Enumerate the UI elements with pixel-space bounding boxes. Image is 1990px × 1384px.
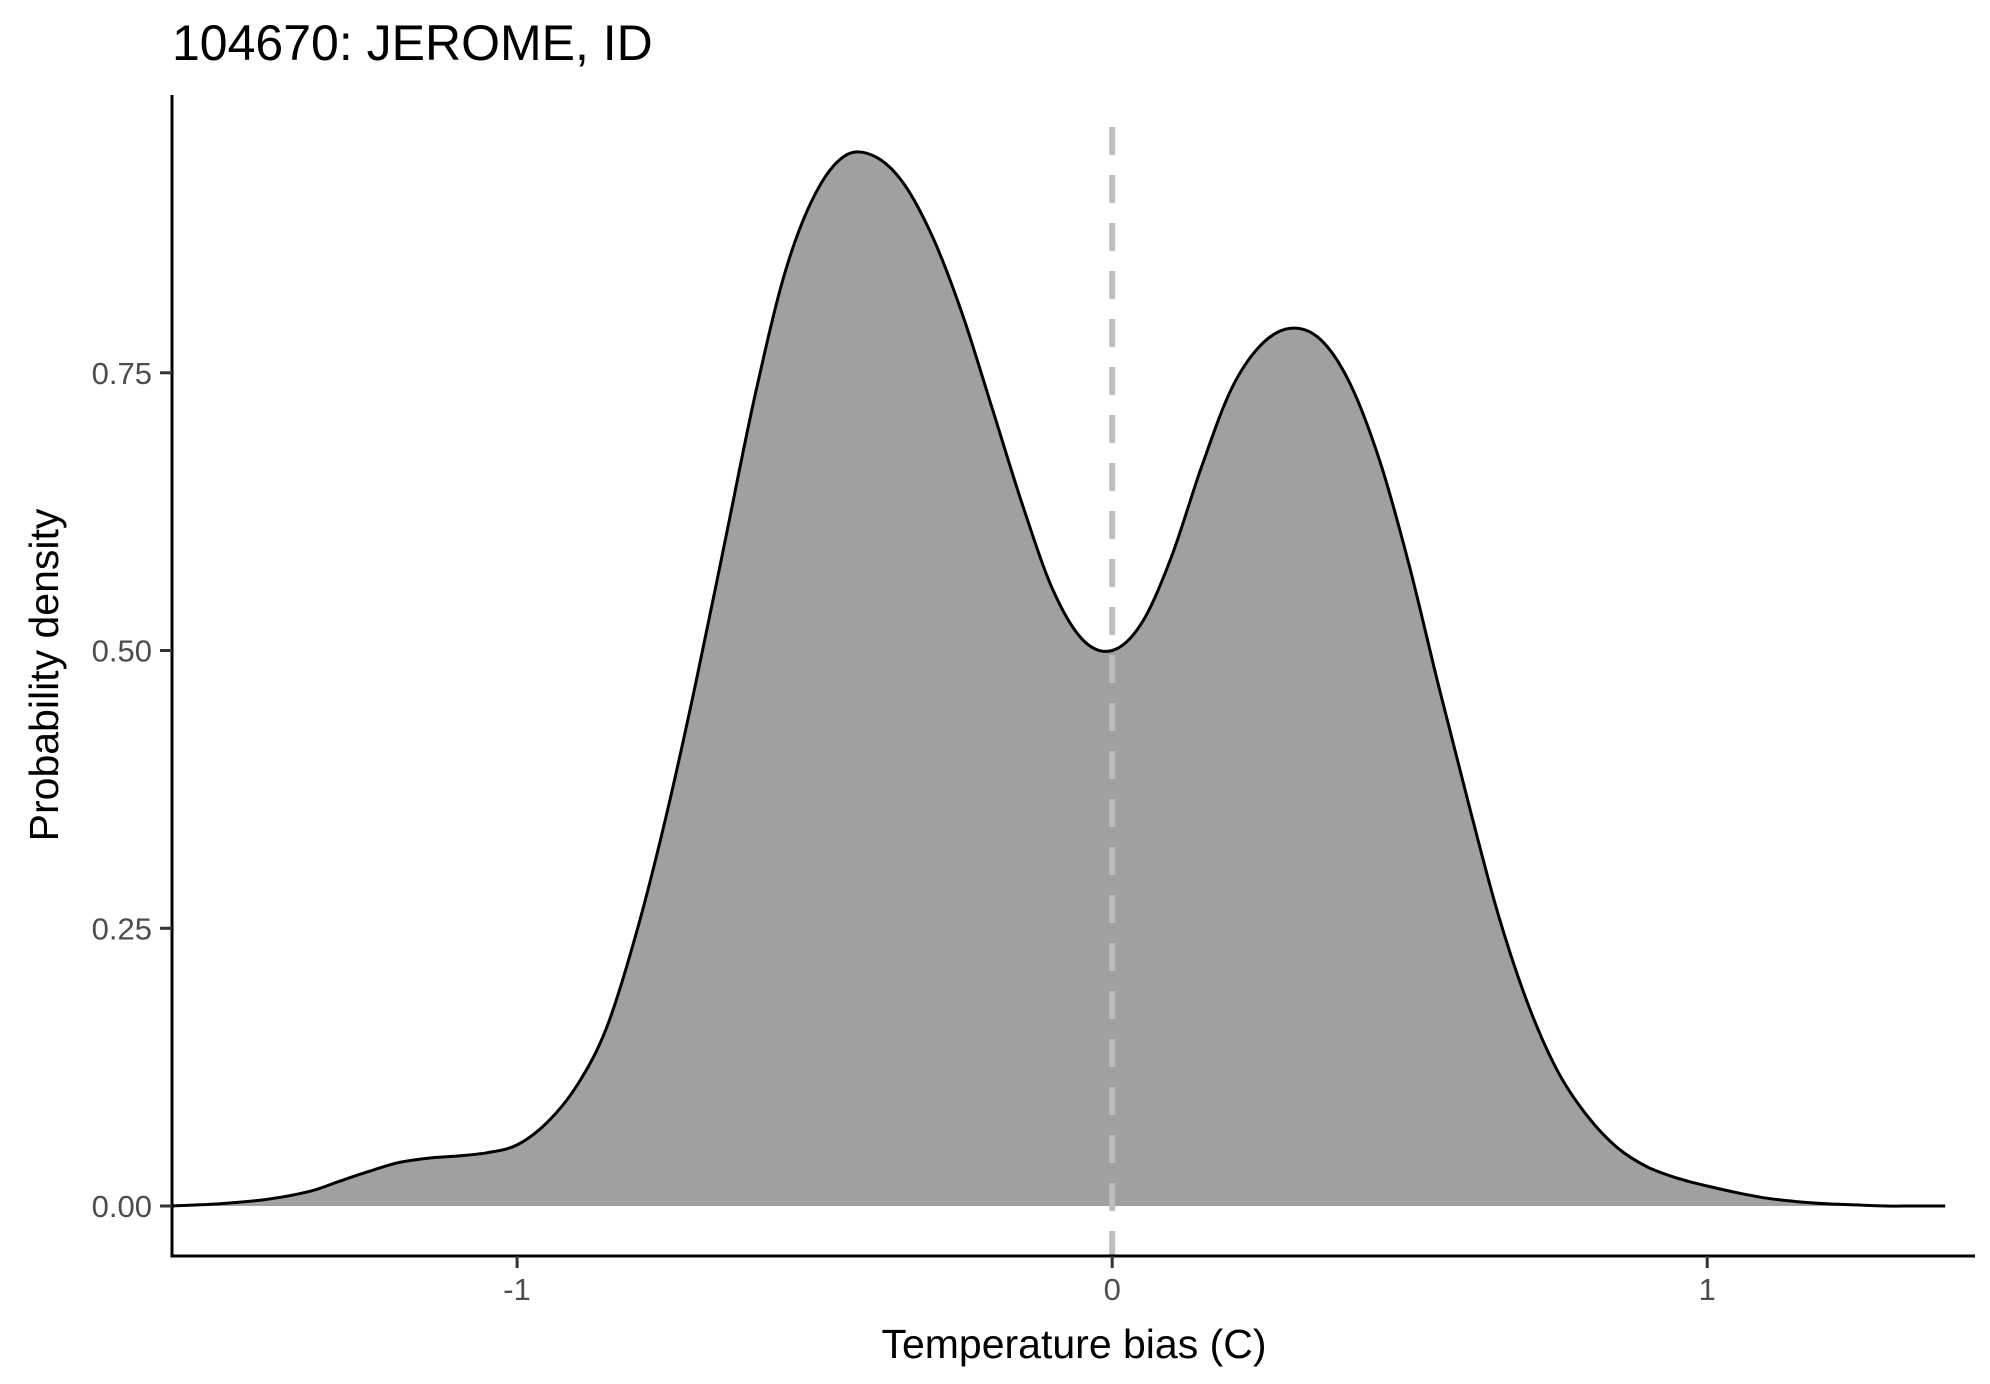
y-tick-label: 0.75: [92, 356, 152, 391]
x-tick-label: 0: [1104, 1272, 1121, 1307]
y-tick-label: 0.00: [92, 1189, 152, 1224]
axes-layer: [170, 95, 1975, 1258]
ticks-layer: -1 0 1 0.00 0.25 0.50 0.75: [92, 356, 1716, 1307]
x-tick-label: 1: [1699, 1272, 1716, 1307]
y-tick-label: 0.50: [92, 634, 152, 669]
y-tick-label: 0.25: [92, 911, 152, 946]
density-area: [172, 151, 1946, 1207]
density-curve: [171, 150, 1946, 1208]
y-axis-title: Probability density: [21, 508, 67, 841]
chart-title: 104670: JEROME, ID: [172, 15, 653, 71]
x-axis-title: Temperature bias (C): [881, 1321, 1266, 1367]
x-tick-label: -1: [503, 1272, 531, 1307]
data-layer: [171, 127, 1946, 1256]
